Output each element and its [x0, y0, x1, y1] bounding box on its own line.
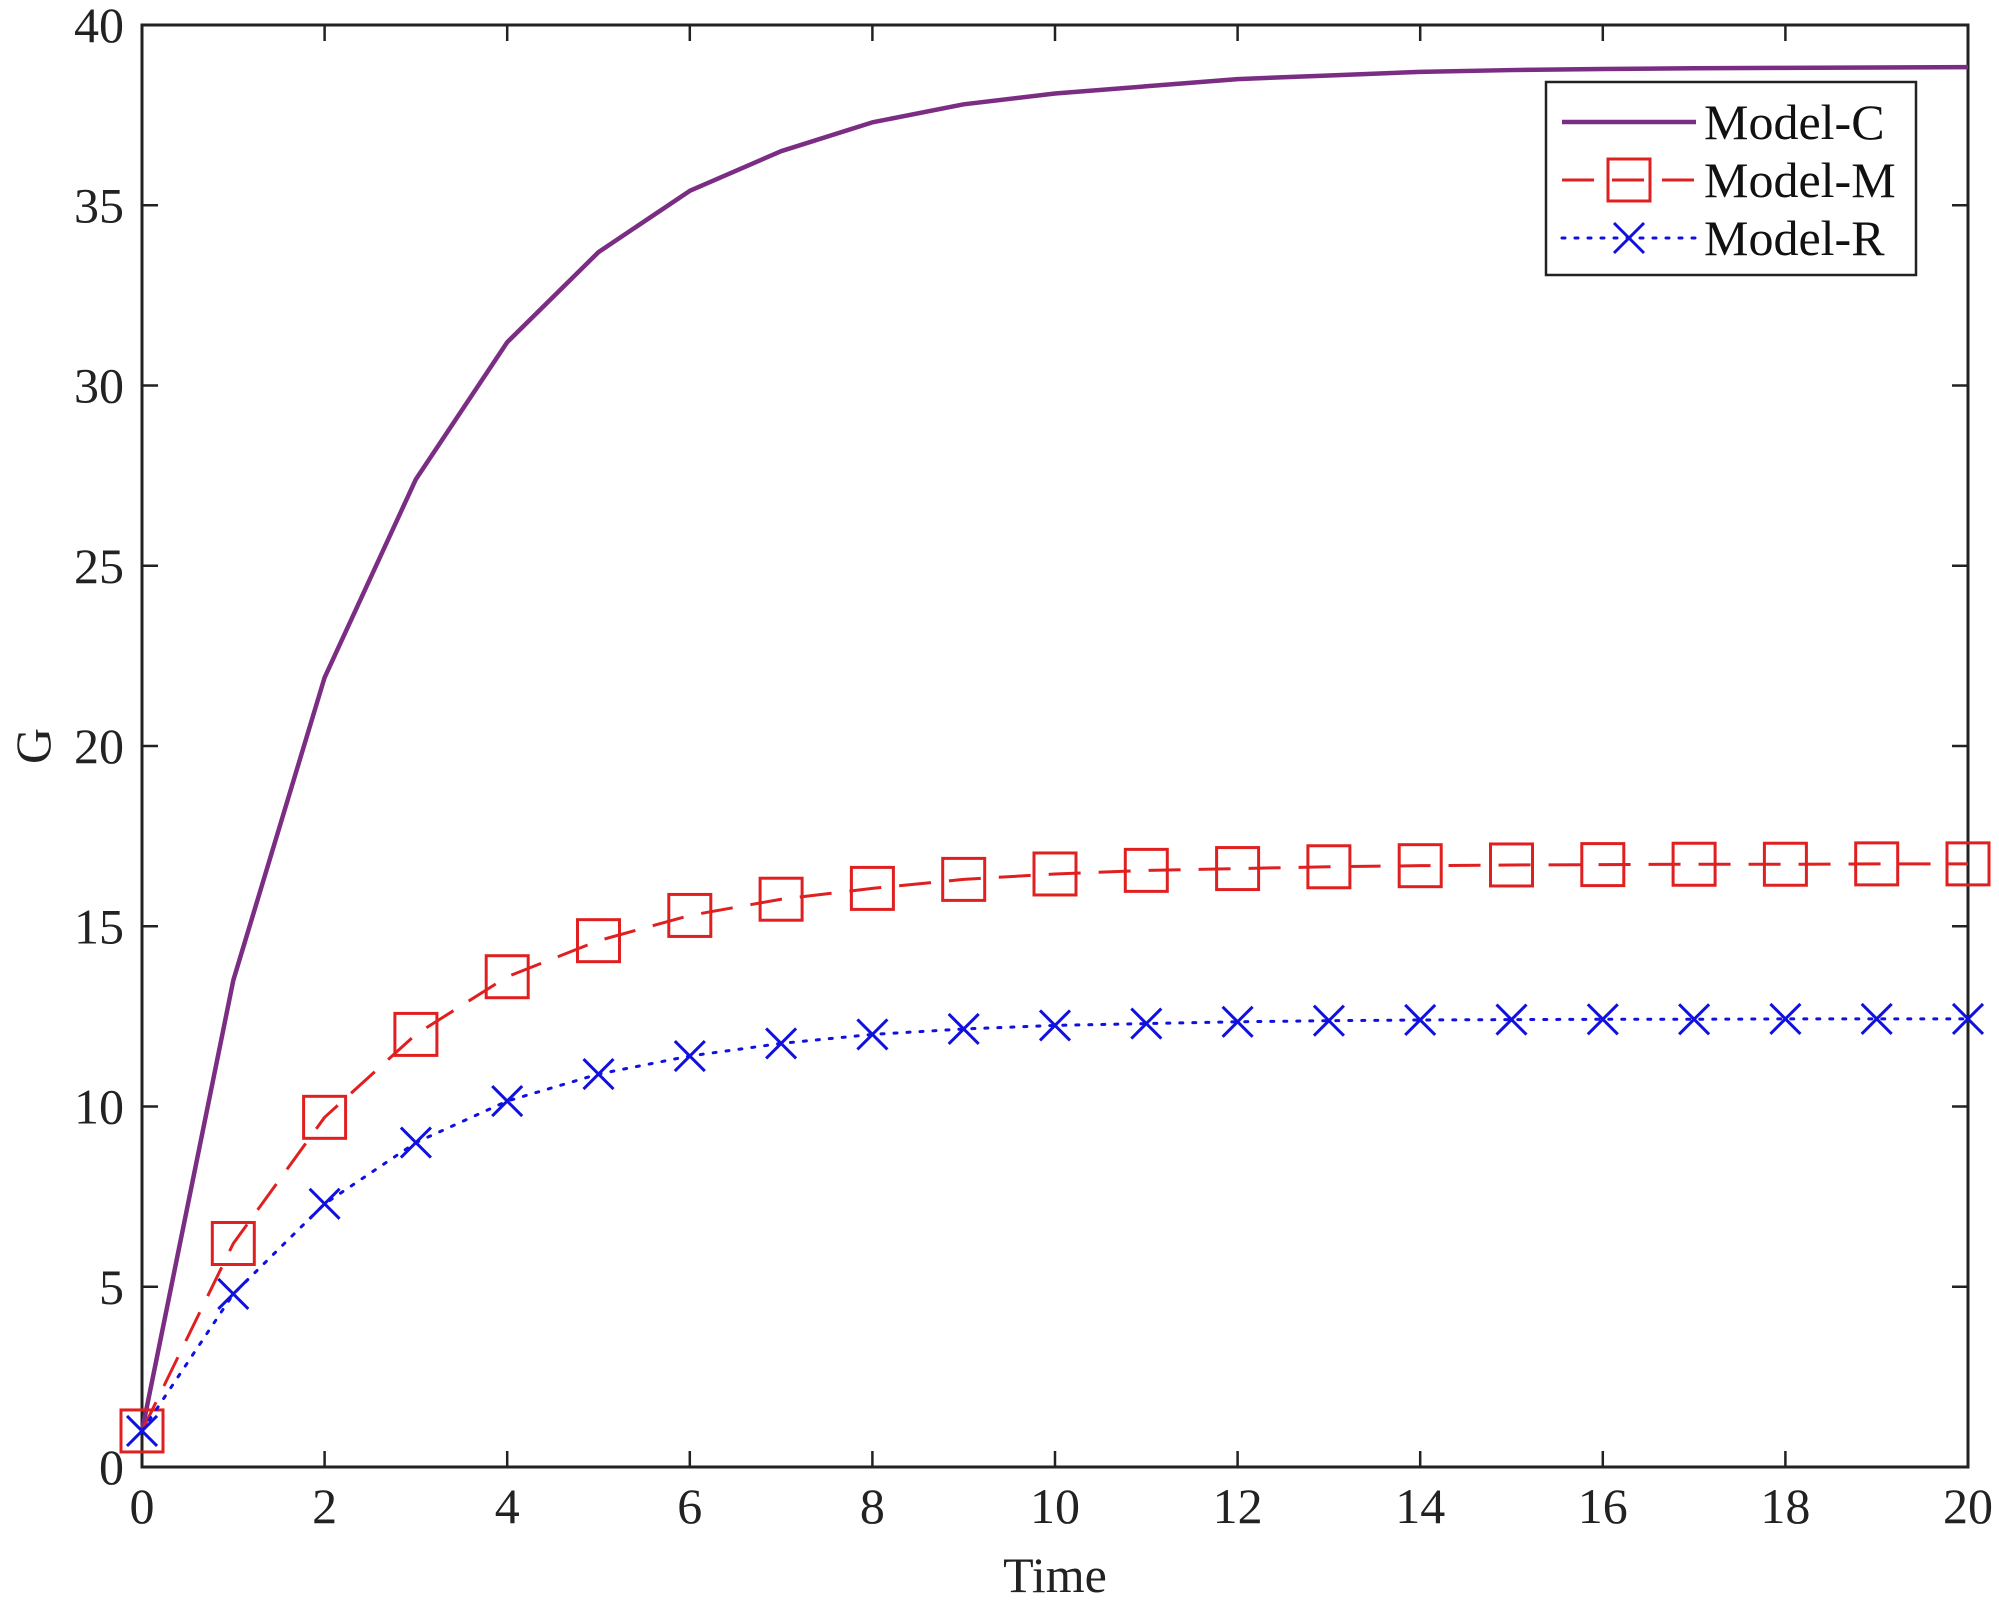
- data-point: [210, 1220, 256, 1266]
- series-line: [140, 1017, 1970, 1433]
- data-point: [1495, 1003, 1528, 1036]
- y-tick-label: 15: [74, 898, 124, 954]
- legend-label: Model-M: [1704, 152, 1896, 208]
- legend-entry: Model-C: [1562, 94, 1885, 150]
- y-tick-label: 5: [99, 1259, 124, 1315]
- x-tick-label: 12: [1213, 1478, 1263, 1534]
- data-point: [217, 1277, 250, 1311]
- data-point: [119, 1408, 165, 1454]
- data-point: [1312, 1004, 1345, 1037]
- y-tick-label: 30: [74, 358, 124, 414]
- x-tick-label: 4: [495, 1478, 520, 1534]
- x-tick-label: 6: [677, 1478, 702, 1534]
- data-point: [765, 1027, 798, 1060]
- legend-entry: Model-M: [1562, 152, 1896, 208]
- y-tick-label: 40: [74, 0, 124, 53]
- data-point: [576, 918, 621, 964]
- data-point: [1306, 844, 1352, 890]
- data-point: [1038, 1009, 1072, 1042]
- data-point: [1580, 842, 1626, 888]
- data-point: [491, 1085, 524, 1118]
- series-model-c: [139, 64, 1969, 1432]
- data-point: [1678, 1003, 1711, 1036]
- series-model-r: [125, 1002, 1985, 1448]
- data-point: [302, 1094, 348, 1140]
- x-tick-label: 14: [1395, 1478, 1445, 1534]
- data-point: [1951, 1002, 1985, 1035]
- y-tick-label: 25: [74, 538, 124, 594]
- data-point: [1123, 847, 1169, 893]
- data-point: [393, 1011, 439, 1057]
- x-tick-label: 10: [1030, 1478, 1080, 1534]
- x-tick-label: 0: [130, 1478, 155, 1534]
- data-point: [1586, 1003, 1619, 1036]
- y-tick-label: 20: [74, 718, 124, 774]
- data-point: [849, 865, 895, 911]
- series-line: [140, 862, 1968, 1432]
- data-point: [1397, 843, 1443, 889]
- legend-label: Model-C: [1704, 94, 1885, 150]
- data-point: [1762, 841, 1808, 887]
- data-point: [1215, 846, 1261, 892]
- data-point: [758, 876, 804, 922]
- data-point: [856, 1018, 889, 1051]
- legend-marker: [1606, 157, 1652, 203]
- y-axis-label: G: [5, 728, 61, 764]
- data-point: [1489, 842, 1534, 888]
- data-point: [125, 1414, 159, 1448]
- data-point: [308, 1187, 341, 1220]
- legend-label: Model-R: [1704, 210, 1885, 266]
- data-point: [947, 1012, 980, 1046]
- data-point: [1945, 841, 1991, 887]
- data-point: [1032, 851, 1078, 897]
- x-tick-label: 18: [1760, 1478, 1810, 1534]
- data-point: [1404, 1003, 1437, 1037]
- series-model-m: [119, 841, 1991, 1454]
- legend-entry: Model-R: [1560, 210, 1885, 266]
- x-tick-label: 8: [860, 1478, 885, 1534]
- data-point: [399, 1126, 432, 1159]
- series-layer: [119, 64, 1991, 1454]
- data-point: [1221, 1005, 1254, 1038]
- y-tick-label: 10: [74, 1079, 124, 1135]
- x-tick-label: 20: [1943, 1478, 1993, 1534]
- data-point: [1769, 1002, 1802, 1035]
- series-line: [139, 64, 1969, 1432]
- legend-marker: [1612, 221, 1646, 255]
- data-point: [484, 954, 530, 1000]
- x-axis-label: Time: [1003, 1547, 1107, 1603]
- data-point: [582, 1057, 615, 1091]
- x-tick-label: 16: [1578, 1478, 1628, 1534]
- data-point: [1671, 841, 1717, 887]
- data-point: [941, 856, 987, 902]
- data-point: [1130, 1007, 1163, 1040]
- data-point: [1854, 841, 1900, 887]
- data-point: [667, 892, 713, 938]
- axis-ticks: [140, 23, 1970, 1469]
- x-tick-label: 2: [312, 1478, 337, 1534]
- data-point: [673, 1039, 706, 1073]
- y-tick-label: 35: [74, 177, 124, 233]
- data-point: [1860, 1002, 1893, 1035]
